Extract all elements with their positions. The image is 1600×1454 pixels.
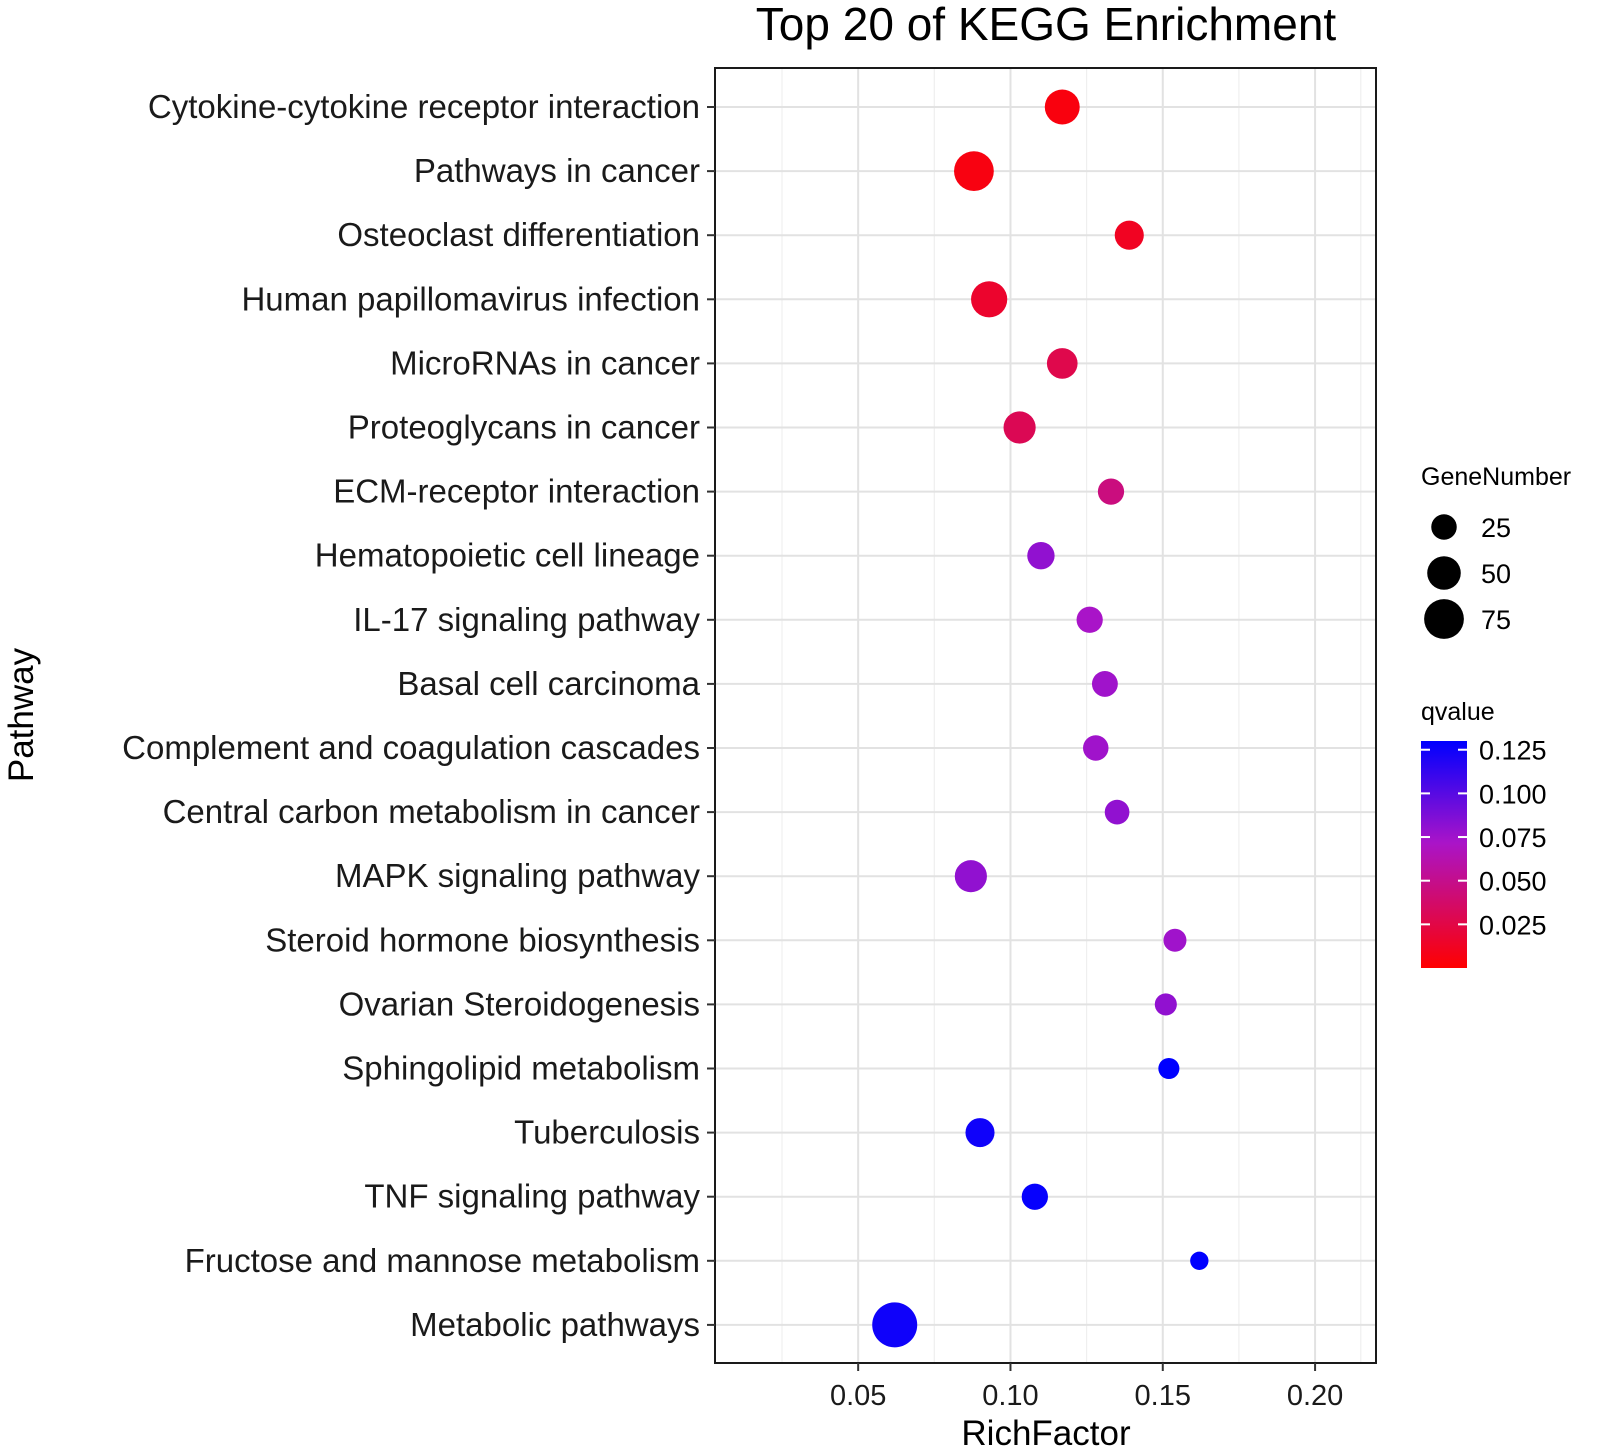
y-axis-title: Pathway: [2, 647, 41, 782]
y-tick-label: Sphingolipid metabolism: [342, 1050, 700, 1087]
x-tick-label: 0.10: [982, 1380, 1038, 1412]
y-tick-label: TNF signaling pathway: [364, 1178, 700, 1215]
data-point: [1104, 799, 1130, 825]
data-point: [1190, 1251, 1209, 1270]
y-tick-label: Steroid hormone biosynthesis: [265, 921, 700, 958]
size-legend-dot: [1427, 556, 1461, 590]
y-tick-label: Metabolic pathways: [410, 1306, 700, 1343]
color-legend-title: qvalue: [1421, 698, 1495, 726]
x-tick-label: 0.05: [830, 1380, 886, 1412]
data-point: [872, 1302, 918, 1348]
size-legend-label: 50: [1481, 559, 1511, 589]
data-point: [1163, 928, 1187, 952]
colorbar-label: 0.025: [1479, 910, 1547, 940]
y-tick-label: Human papillomavirus infection: [241, 280, 700, 317]
y-tick-label: Ovarian Steroidogenesis: [339, 985, 700, 1022]
data-point: [1114, 220, 1144, 250]
x-tick-label: 0.15: [1135, 1380, 1191, 1412]
y-tick-label: MicroRNAs in cancer: [390, 344, 700, 381]
qvalue-colorbar: [1421, 741, 1467, 968]
x-axis-ticks: 0.05 0.10 0.15 0.20: [830, 1363, 1343, 1412]
plot-frame: [714, 67, 1377, 1364]
color-legend: qvalue 0.125 0.100 0.075 0.050 0.025: [1421, 698, 1547, 968]
data-points: [872, 89, 1209, 1348]
data-point: [1083, 735, 1109, 761]
size-legend: GeneNumber 25 50 75: [1421, 463, 1571, 639]
y-tick-label: Proteoglycans in cancer: [348, 409, 700, 446]
data-point: [954, 860, 987, 893]
size-legend-dot: [1431, 514, 1457, 540]
size-legend-label: 75: [1481, 605, 1511, 635]
size-legend-dot: [1424, 599, 1464, 639]
y-tick-label: Central carbon metabolism in cancer: [163, 793, 700, 830]
y-tick-label: MAPK signaling pathway: [335, 857, 701, 894]
y-tick-label: Hematopoietic cell lineage: [315, 537, 700, 574]
data-point: [1044, 89, 1080, 125]
y-tick-label: Tuberculosis: [514, 1114, 700, 1151]
colorbar-label: 0.125: [1479, 736, 1547, 766]
data-point: [1158, 1057, 1180, 1080]
x-axis-title: RichFactor: [961, 1414, 1131, 1453]
y-axis-labels: Cytokine-cytokine receptor interaction Pa…: [122, 88, 715, 1343]
size-legend-label: 25: [1481, 513, 1511, 543]
data-point: [1021, 1183, 1048, 1210]
data-point: [1003, 411, 1036, 444]
size-legend-title: GeneNumber: [1421, 463, 1571, 491]
chart-title: Top 20 of KEGG Enrichment: [756, 0, 1337, 50]
data-point: [954, 151, 994, 191]
colorbar-label: 0.075: [1479, 823, 1547, 853]
data-point: [1097, 478, 1125, 505]
y-tick-label: Complement and coagulation cascades: [122, 729, 700, 766]
data-point: [1046, 348, 1078, 379]
y-tick-label: IL-17 signaling pathway: [353, 601, 700, 638]
colorbar-label: 0.100: [1479, 779, 1547, 809]
colorbar-label: 0.050: [1479, 867, 1547, 897]
y-tick-label: Cytokine-cytokine receptor interaction: [148, 88, 700, 125]
data-point: [971, 281, 1008, 318]
y-tick-label: Basal cell carcinoma: [397, 665, 700, 702]
data-point: [1091, 670, 1118, 697]
data-point: [1076, 606, 1103, 633]
data-point: [965, 1118, 995, 1148]
y-tick-label: Osteoclast differentiation: [337, 216, 700, 253]
grid: [715, 68, 1376, 1363]
y-tick-label: Pathways in cancer: [414, 152, 700, 189]
data-point: [1027, 542, 1055, 570]
data-point: [1154, 993, 1177, 1016]
x-tick-label: 0.20: [1287, 1380, 1343, 1412]
y-tick-label: Fructose and mannose metabolism: [185, 1242, 700, 1279]
y-tick-label: ECM-receptor interaction: [333, 473, 700, 510]
